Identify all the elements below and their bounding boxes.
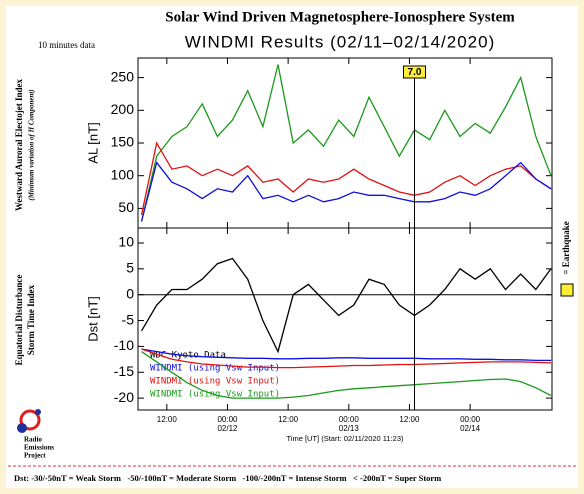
- x-tick-label: 00:00 02/14: [460, 415, 481, 433]
- series-line: [141, 348, 552, 369]
- series-line: [140, 141, 552, 216]
- series-line: [140, 64, 552, 222]
- y-tick-label: -5: [122, 311, 135, 327]
- earthquake-legend: = Earthquake: [561, 221, 571, 274]
- y-tick-label: 0: [126, 285, 134, 301]
- panel: [6, 6, 578, 488]
- y-tick-label: 150: [111, 134, 135, 150]
- footer: Dst: -30/-50nT = Weak Storm -50/-100nT =…: [14, 473, 441, 483]
- logo-text: Project: [24, 452, 46, 460]
- side-label: (Minimum variation of H Component): [28, 89, 36, 200]
- x-tick-label: 12:00: [156, 415, 177, 424]
- x-tick-label: 12:00: [278, 415, 299, 424]
- legend-entry: WINDMI (using Vsw Input): [150, 390, 280, 400]
- plot-frame: [137, 227, 553, 411]
- logo-text: Radio: [24, 436, 42, 444]
- note: 10 minutes data: [38, 40, 95, 50]
- side-label: Equatorial Disturbance: [14, 275, 24, 366]
- earthquake-label: 7.0: [408, 67, 422, 78]
- x-tick-label: 12:00: [399, 415, 420, 424]
- side-label: Storm Time Index: [26, 284, 36, 355]
- title: Solar Wind Driven Magnetosphere-Ionosphe…: [165, 9, 515, 25]
- series-line: [141, 348, 551, 362]
- y-axis-label: AL [nT]: [85, 122, 100, 163]
- logo-text: Emissions: [24, 444, 54, 452]
- y-tick-label: 50: [118, 199, 134, 215]
- y-tick-label: -15: [114, 363, 134, 379]
- subtitle: WINDMI Results (02/11–02/14/2020): [185, 32, 495, 51]
- series-line: [140, 257, 552, 354]
- y-tick-label: 10: [118, 234, 134, 250]
- x-tick-label: 00:00 02/13: [338, 415, 359, 433]
- series-line: [141, 351, 552, 399]
- earthquake-box: [403, 65, 427, 79]
- y-tick-label: 200: [111, 101, 135, 117]
- logo-icon: [17, 409, 41, 433]
- y-tick-label: -10: [114, 337, 134, 353]
- y-axis-label: Dst [nT]: [85, 296, 100, 342]
- legend-entry: WINDMI (using Vsw Input): [150, 364, 280, 374]
- x-tick-label: 00:00 02/12: [217, 415, 238, 433]
- earthquake-legend-swatch: [560, 283, 574, 297]
- y-tick-label: 100: [111, 166, 135, 182]
- legend-entry: WINDMI (using Vsw Input): [150, 377, 280, 387]
- side-label: Westward Auroral Electojet Index: [14, 78, 24, 211]
- y-tick-label: 250: [111, 68, 135, 84]
- x-axis-label: Time [UT] (Start: 02/11/2020 11:23): [287, 434, 404, 443]
- series-line: [140, 161, 552, 222]
- y-tick-label: 5: [126, 260, 134, 276]
- y-tick-label: -20: [114, 389, 134, 405]
